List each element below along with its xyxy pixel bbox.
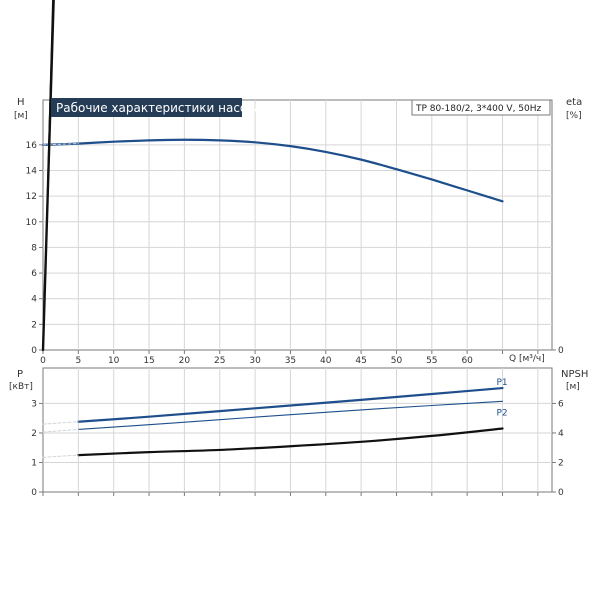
head-xtick-label: 25 <box>214 356 225 366</box>
head-ytick-label: 8 <box>31 243 37 253</box>
head-ytick-label: 12 <box>26 192 37 202</box>
head-xtick-label: 5 <box>75 356 81 366</box>
chart-title-badge <box>51 98 242 117</box>
head-xtick-label: 35 <box>285 356 296 366</box>
head-ytick-label: 10 <box>26 218 38 228</box>
head-ytick-label: 2 <box>31 320 37 330</box>
npsh-axis-label: NPSH <box>561 369 588 380</box>
head-xtick-label: 10 <box>108 356 120 366</box>
head-axis-unit: [м] <box>14 111 28 121</box>
power-series-line-3 <box>42 421 79 425</box>
power-series-line-2 <box>77 427 504 457</box>
head-xtick-label: 60 <box>461 356 473 366</box>
eta-axis-unit: [%] <box>566 111 582 121</box>
power-y2tick-label: 0 <box>558 488 564 498</box>
head-series-line-0 <box>41 138 504 203</box>
chart-subtitle-box <box>411 99 551 116</box>
power-series-line-0 <box>77 386 504 423</box>
head-axis-label: H <box>17 97 25 108</box>
head-series-line-1 <box>42 143 79 146</box>
power-y2tick-label: 6 <box>558 399 564 409</box>
head-xtick-label: 40 <box>320 356 332 366</box>
power-series-line-4 <box>42 428 79 433</box>
power-plot-area: 0 1 2 3 0 2 4 6 P1 P2 P [кВт] NPSH [м] <box>9 367 588 498</box>
head-plot-background <box>42 99 553 351</box>
power-series-label: P1 <box>497 378 508 388</box>
head-series <box>41 0 504 352</box>
npsh-axis-unit: [м] <box>566 382 580 392</box>
head-ytick-label: 16 <box>26 141 38 151</box>
power-ytick-label: 2 <box>31 429 37 439</box>
power-series-label: P2 <box>497 408 508 418</box>
head-xtick-label: 45 <box>355 356 366 366</box>
head-plot-area: 0246810121416020406080100051015202530354… <box>14 0 582 366</box>
eta-axis-label: eta <box>566 97 582 108</box>
power-ytick-label: 3 <box>31 399 37 409</box>
power-plot-background <box>42 367 553 493</box>
flow-axis-label: Q [м³/ч] <box>509 354 545 364</box>
head-tick-labels: 0246810121416020406080100051015202530354… <box>26 141 564 366</box>
head-ytick-label: 6 <box>31 269 37 279</box>
head-xtick-label: 30 <box>249 356 261 366</box>
head-xtick-label: 50 <box>391 356 403 366</box>
chart-title: Рабочие характеристики насоса <box>56 101 261 115</box>
chart-subtitle: TP 80-180/2, 3*400 V, 50Hz <box>415 104 542 114</box>
power-series: P1 P2 <box>42 378 508 458</box>
power-axis-unit: [кВт] <box>9 382 33 392</box>
power-y2tick-label: 2 <box>558 458 564 468</box>
head-xtick-label: 15 <box>143 356 154 366</box>
head-ytick-label: 4 <box>31 295 37 305</box>
power-ytick-label: 0 <box>31 488 37 498</box>
head-ytick-label: 14 <box>26 167 38 177</box>
head-xtick-label: 0 <box>40 356 46 366</box>
power-series-line-1 <box>77 400 504 430</box>
head-y2tick-label: 0 <box>558 346 564 356</box>
power-ytick-label: 1 <box>31 458 37 468</box>
power-tick-labels: 0 1 2 3 0 2 4 6 <box>31 399 564 498</box>
power-y2tick-label: 4 <box>558 429 564 439</box>
head-xtick-label: 20 <box>179 356 191 366</box>
head-ytick-label: 0 <box>31 346 37 356</box>
power-axis-label: P <box>17 369 23 380</box>
head-xtick-label: 55 <box>426 356 437 366</box>
power-series-line-5 <box>42 454 79 458</box>
